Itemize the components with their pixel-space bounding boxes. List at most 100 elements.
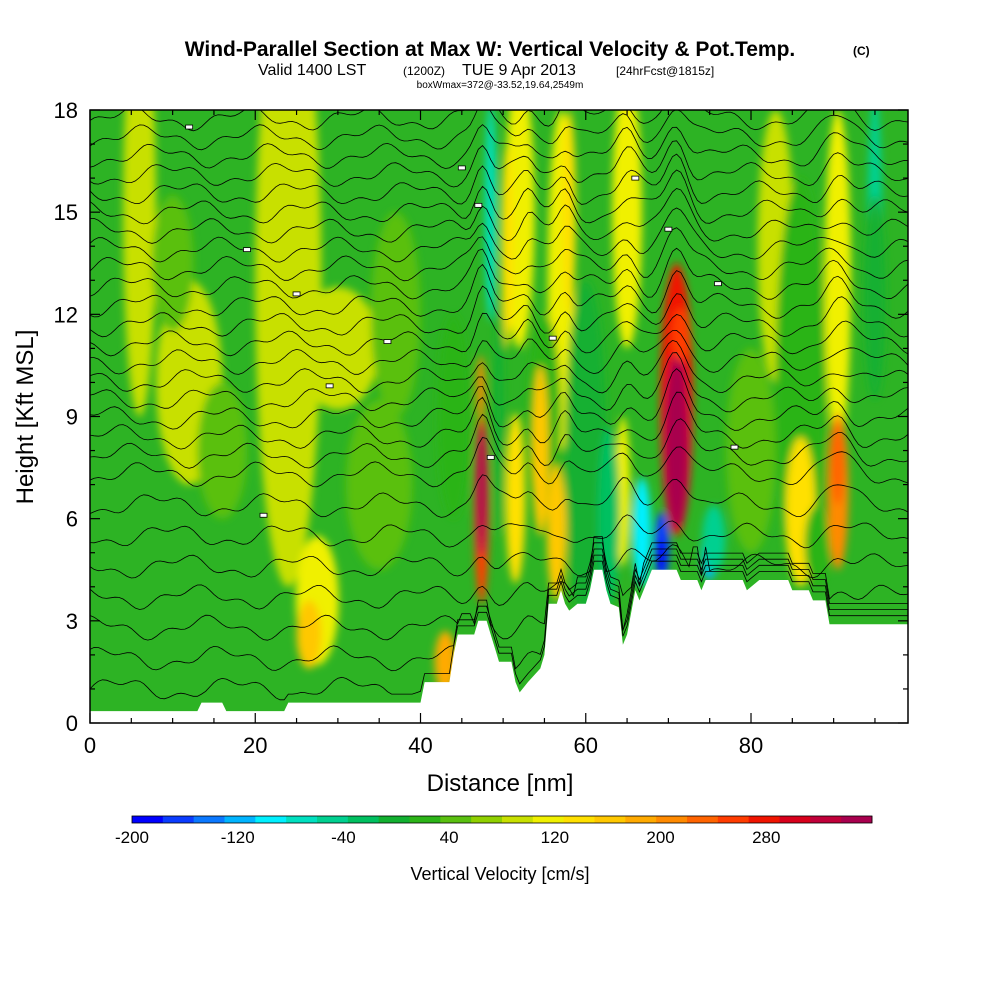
velocity-cell bbox=[476, 426, 487, 557]
theta-contour bbox=[90, 110, 908, 151]
theta-contour bbox=[90, 188, 908, 244]
velocity-cell bbox=[501, 144, 514, 349]
contour-label bbox=[486, 454, 495, 460]
colorbar-swatch bbox=[347, 816, 380, 823]
colorbar-swatch bbox=[563, 816, 595, 823]
velocity-cell bbox=[296, 600, 322, 669]
colorbar-swatch bbox=[317, 816, 349, 823]
velocity-cell bbox=[726, 348, 776, 553]
velocity-cell bbox=[255, 110, 322, 587]
theta-contour bbox=[90, 247, 908, 300]
contour-label bbox=[631, 175, 640, 181]
colorbar-swatch bbox=[841, 816, 873, 823]
colorbar-swatch bbox=[378, 816, 410, 823]
colorbar-tick-label: 120 bbox=[541, 828, 569, 847]
velocity-cell bbox=[346, 399, 413, 570]
velocity-cell bbox=[824, 110, 851, 451]
colorbar-swatch bbox=[132, 816, 164, 823]
colorbar-swatch bbox=[532, 816, 565, 823]
velocity-cell bbox=[546, 464, 567, 601]
colorbar-swatch bbox=[594, 816, 626, 823]
y-tick-label: 6 bbox=[66, 507, 78, 532]
x-axis-label: Distance [nm] bbox=[427, 770, 574, 797]
subtitle-date: TUE 9 Apr 2013 bbox=[462, 62, 576, 79]
velocity-cell bbox=[562, 110, 576, 315]
theta-contour bbox=[90, 352, 908, 413]
colorbar-swatch bbox=[717, 816, 750, 823]
theta-contour bbox=[90, 110, 908, 132]
colorbar-swatch bbox=[440, 816, 472, 823]
velocity-cell bbox=[484, 110, 497, 322]
colorbar-swatch bbox=[810, 816, 842, 823]
theta-contour bbox=[90, 474, 908, 518]
colorbar-swatch bbox=[193, 816, 225, 823]
y-axis-label: Height [Kft MSL] bbox=[12, 330, 39, 505]
velocity-cell bbox=[612, 110, 642, 349]
contour-label bbox=[185, 124, 194, 130]
velocity-cell bbox=[370, 212, 421, 417]
theta-contour bbox=[90, 554, 908, 672]
theta-contour bbox=[90, 368, 908, 431]
y-axis: 0 3 6 9 12 15 18 bbox=[54, 98, 908, 736]
velocity-cell bbox=[831, 423, 845, 506]
theta-contour bbox=[90, 169, 908, 225]
y-tick-label: 9 bbox=[66, 405, 78, 430]
y-tick-label: 12 bbox=[54, 302, 78, 327]
contour-label bbox=[474, 202, 483, 208]
colorbar-tick-label: -40 bbox=[331, 828, 356, 847]
y-tick-label: 18 bbox=[54, 98, 78, 123]
theta-contour bbox=[90, 227, 908, 282]
contour-label bbox=[383, 339, 392, 344]
colorbar-tick-label: 40 bbox=[440, 828, 459, 847]
theta-contour bbox=[90, 514, 908, 549]
colorbar-swatch bbox=[502, 816, 534, 823]
theta-contour bbox=[90, 560, 908, 701]
contour-label bbox=[548, 335, 557, 341]
colorbar-swatch bbox=[625, 816, 657, 823]
colorbar-swatch bbox=[162, 816, 195, 823]
chart-title: Wind-Parallel Section at Max W: Vertical… bbox=[185, 38, 796, 61]
colorbar-swatch bbox=[471, 816, 503, 823]
x-tick-label: 0 bbox=[84, 733, 96, 758]
colorbar-swatch bbox=[224, 816, 256, 823]
theta-contour bbox=[90, 329, 908, 375]
y-tick-label: 15 bbox=[54, 200, 78, 225]
theta-contour bbox=[90, 207, 908, 263]
velocity-cell bbox=[864, 195, 886, 400]
contour-label bbox=[243, 247, 251, 253]
colorbar-swatch bbox=[748, 816, 780, 823]
velocity-cell bbox=[532, 365, 549, 536]
colorbar-tick-label: 200 bbox=[646, 828, 674, 847]
theta-contour bbox=[90, 285, 908, 338]
velocity-cell bbox=[197, 382, 247, 519]
theta-contour bbox=[90, 263, 908, 319]
colorbar-swatch bbox=[255, 816, 287, 823]
y-tick-label: 3 bbox=[66, 609, 78, 634]
velocity-cell bbox=[804, 505, 830, 587]
y-tick-label: 0 bbox=[66, 711, 78, 736]
contour-label bbox=[457, 165, 466, 171]
velocity-cell bbox=[702, 504, 726, 574]
plot-area bbox=[89, 109, 909, 724]
contour-label bbox=[664, 226, 673, 232]
theta-contour bbox=[90, 339, 908, 394]
theta-contour bbox=[90, 536, 908, 579]
velocity-field bbox=[90, 110, 908, 723]
x-axis: 0 20 40 60 80 bbox=[84, 110, 876, 758]
theta-contour bbox=[90, 124, 908, 169]
theta-contour bbox=[90, 391, 908, 450]
theta-contour bbox=[90, 542, 908, 610]
colorbar-frame bbox=[131, 815, 873, 824]
theta-contour bbox=[90, 548, 908, 641]
colorbar-swatch bbox=[779, 816, 811, 823]
velocity-cell bbox=[437, 314, 471, 519]
colorbar-tick-label: 280 bbox=[752, 828, 780, 847]
colorbar-label: Vertical Velocity [cm/s] bbox=[410, 864, 589, 884]
x-tick-label: 60 bbox=[574, 733, 598, 758]
theta-contours bbox=[90, 110, 908, 701]
velocity-cell bbox=[565, 280, 607, 621]
theta-contour bbox=[90, 140, 908, 188]
x-tick-label: 80 bbox=[739, 733, 763, 758]
subtitle-utc: (1200Z) bbox=[403, 64, 445, 78]
